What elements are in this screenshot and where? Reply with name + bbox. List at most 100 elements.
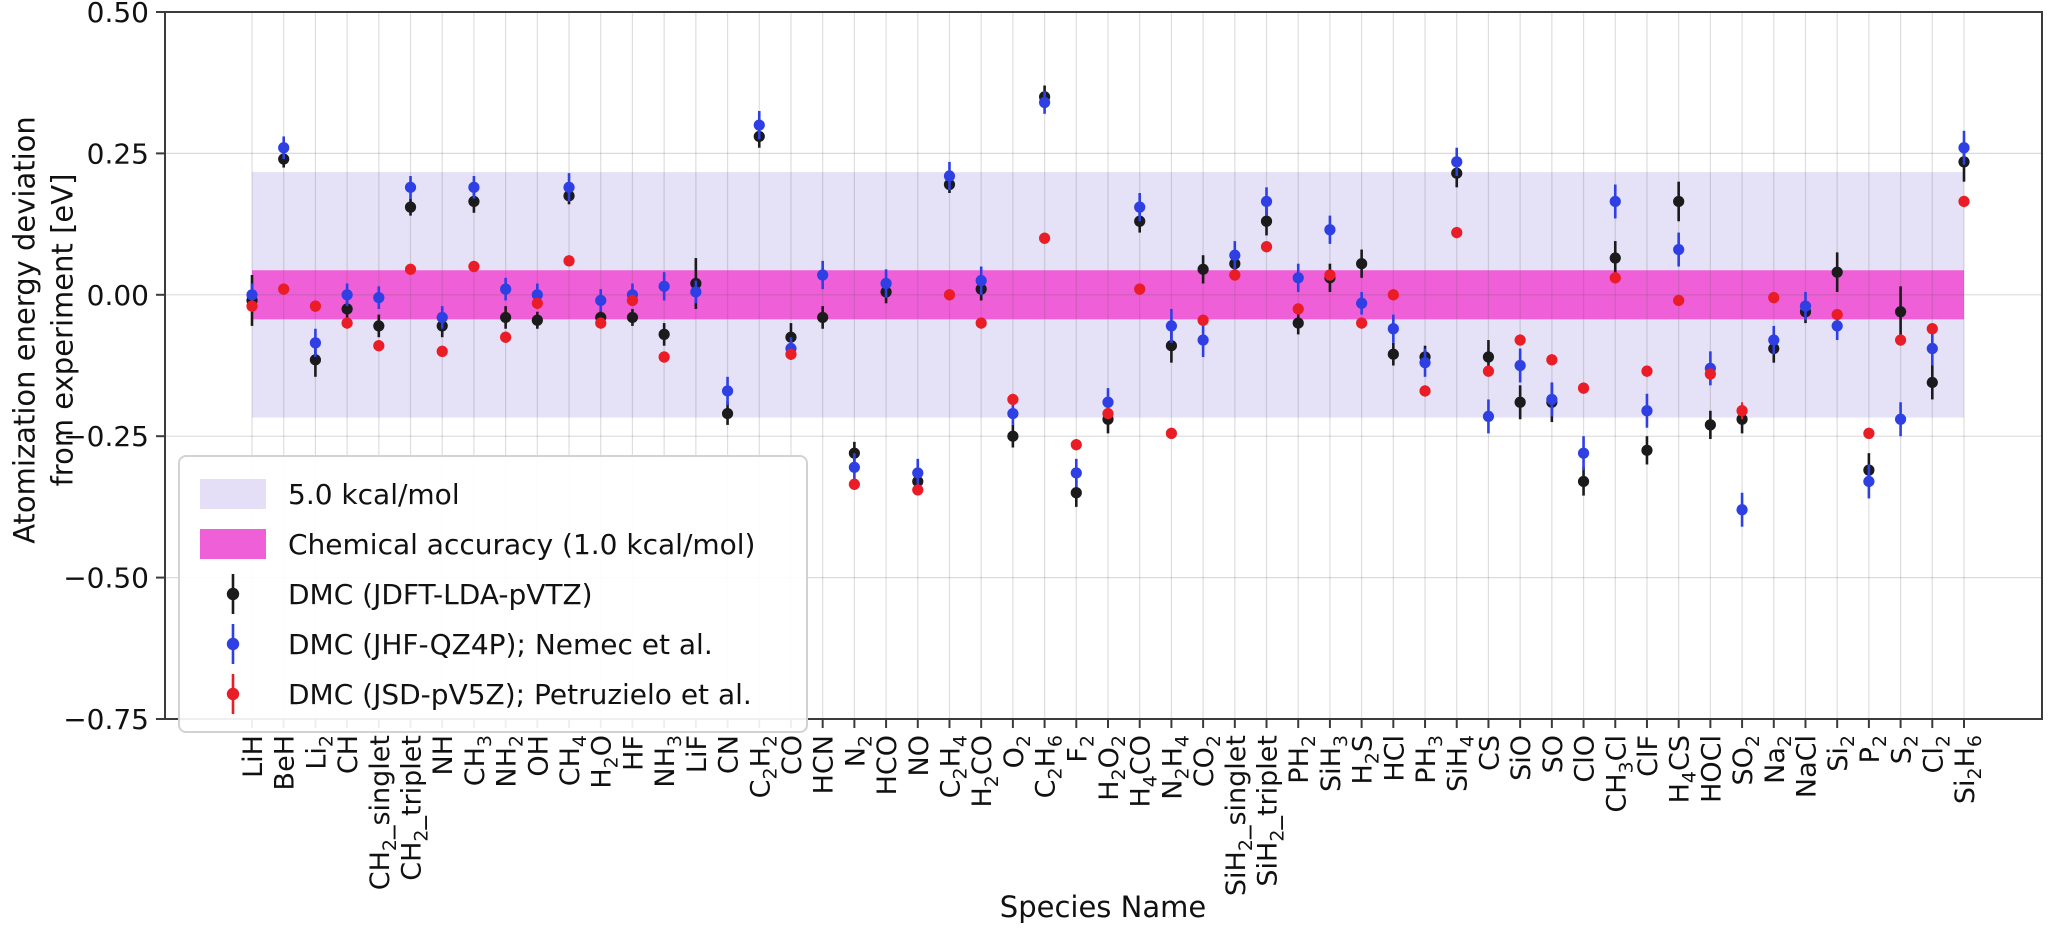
x-tick-label: C2H6	[1031, 735, 1067, 798]
x-tick-label: SiH2_triplet	[1253, 735, 1289, 887]
x-tick-label: NO	[904, 735, 935, 776]
x-tick-label: CH3	[460, 735, 496, 786]
data-point	[1926, 323, 1938, 335]
data-point	[1641, 365, 1653, 377]
data-point	[341, 303, 353, 315]
data-point	[658, 280, 670, 292]
data-point	[309, 337, 322, 349]
x-tick-label: HCl	[1379, 735, 1410, 782]
legend-marker-dmc-jdft-icon	[200, 571, 266, 617]
data-point	[753, 119, 765, 131]
data-point	[817, 269, 829, 281]
data-point	[1704, 419, 1716, 431]
data-point	[1609, 195, 1621, 208]
x-tick-label: CO	[777, 735, 808, 775]
x-tick-label: PH3	[1411, 735, 1447, 784]
x-tick-label: HOCl	[1696, 735, 1727, 803]
data-point	[1768, 292, 1780, 304]
data-point	[1229, 269, 1241, 281]
x-tick-label: SiH3	[1316, 735, 1352, 792]
legend-label-5kcal: 5.0 kcal/mol	[288, 477, 460, 511]
data-point	[1482, 365, 1495, 377]
x-tick-label: NaCl	[1791, 735, 1822, 798]
data-point	[1260, 241, 1273, 253]
data-point	[817, 311, 829, 324]
x-tick-label: P2	[1855, 735, 1891, 763]
data-point	[1007, 393, 1019, 406]
data-point	[341, 317, 353, 329]
data-point	[1577, 447, 1590, 459]
data-point	[721, 385, 734, 397]
data-point	[500, 311, 512, 324]
data-point	[404, 181, 417, 193]
x-tick-label: C2H4	[935, 735, 971, 798]
data-point	[943, 289, 956, 301]
data-point	[531, 297, 543, 309]
data-point	[1926, 376, 1938, 389]
data-point	[1609, 252, 1621, 264]
data-point	[1673, 195, 1685, 208]
data-point	[1673, 243, 1685, 256]
data-point	[1546, 354, 1558, 366]
data-point	[1260, 215, 1273, 227]
data-point	[1863, 427, 1875, 439]
legend-item-chemical-accuracy: Chemical accuracy (1.0 kcal/mol)	[200, 519, 786, 569]
data-point	[1324, 269, 1336, 281]
data-point	[246, 300, 258, 312]
x-tick-label: CH2_triplet	[397, 735, 433, 881]
data-point	[1609, 272, 1621, 284]
data-point	[975, 317, 987, 329]
data-point	[468, 181, 480, 193]
x-tick-label: N2	[840, 735, 876, 767]
data-point	[1831, 266, 1843, 278]
legend-item-5kcal: 5.0 kcal/mol	[200, 469, 786, 519]
y-tick-label: 0.00	[87, 279, 149, 312]
legend-swatch-chemical-accuracy	[200, 529, 266, 559]
data-point	[1799, 300, 1812, 312]
data-point	[1070, 487, 1082, 499]
data-point	[1831, 308, 1843, 321]
data-point	[246, 289, 258, 301]
x-tick-label: CS	[1474, 735, 1505, 771]
x-tick-label: CH2_singlet	[365, 735, 401, 890]
data-point	[278, 283, 290, 295]
data-point	[785, 348, 797, 360]
y-axis-label-line2: from experiment [eV]	[45, 173, 79, 487]
data-point	[1577, 382, 1590, 394]
data-point	[1863, 475, 1875, 488]
x-tick-label: HCN	[809, 735, 840, 794]
data-point	[468, 260, 480, 273]
y-tick-label: −0.25	[63, 420, 149, 453]
x-tick-label: ClO	[1570, 735, 1601, 783]
data-point	[1894, 306, 1907, 318]
data-point	[848, 478, 860, 490]
x-tick-label: H2O	[587, 735, 623, 789]
data-point	[1673, 294, 1685, 307]
data-point	[1419, 357, 1431, 369]
data-point	[595, 294, 607, 307]
data-point	[880, 277, 892, 290]
legend-item-dmc-jdft: DMC (JDFT-LDA-pVTZ)	[200, 569, 786, 619]
data-point	[309, 354, 322, 366]
data-point	[626, 311, 639, 324]
x-tick-label: BeH	[270, 735, 301, 790]
data-point	[373, 340, 385, 352]
data-point	[1292, 272, 1304, 284]
legend-label-dmc-jsd: DMC (JSD-pV5Z); Petruzielo et al.	[288, 677, 752, 711]
data-point	[278, 142, 290, 154]
data-point	[721, 407, 734, 420]
x-tick-label: H2S	[1348, 735, 1384, 785]
data-point	[1831, 320, 1843, 332]
x-tick-label: H4CS	[1665, 735, 1701, 803]
legend-item-dmc-jhf: DMC (JHF-QZ4P); Nemec et al.	[200, 619, 786, 669]
data-point	[468, 195, 480, 208]
legend-marker-dmc-jhf-icon	[200, 621, 266, 667]
y-tick-label: −0.75	[63, 703, 149, 736]
x-tick-label: C2H2	[745, 735, 781, 798]
x-tick-label: H2CO	[967, 735, 1003, 808]
data-point	[1577, 475, 1590, 488]
data-point	[531, 314, 543, 326]
data-point	[404, 263, 417, 275]
data-point	[912, 467, 924, 479]
data-point	[1102, 396, 1114, 408]
